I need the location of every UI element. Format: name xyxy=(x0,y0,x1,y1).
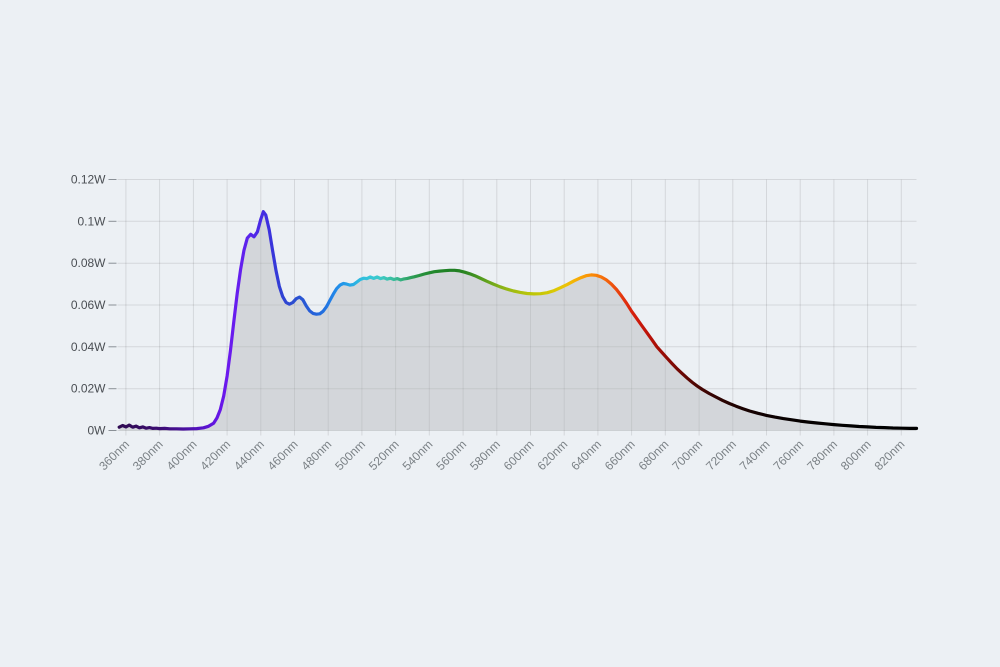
x-tick-label: 740nm xyxy=(737,437,773,473)
y-tick-label: 0.1W xyxy=(77,214,106,228)
y-tick-label: 0.04W xyxy=(71,340,106,354)
x-tick-label: 440nm xyxy=(231,437,267,473)
y-tick-label: 0.02W xyxy=(71,382,106,396)
y-tick-label: 0.08W xyxy=(71,256,106,270)
x-tick-label: 560nm xyxy=(433,437,469,473)
x-tick-label: 520nm xyxy=(366,437,402,473)
x-tick-label: 460nm xyxy=(265,437,301,473)
x-tick-label: 420nm xyxy=(197,437,233,473)
y-tick-label: 0.06W xyxy=(71,298,106,312)
x-tick-label: 580nm xyxy=(467,437,503,473)
x-tick-label: 820nm xyxy=(872,437,908,473)
y-tick-label: 0W xyxy=(88,424,107,438)
x-tick-label: 660nm xyxy=(602,437,638,473)
x-tick-label: 360nm xyxy=(96,437,132,473)
x-tick-label: 760nm xyxy=(770,437,806,473)
x-tick-label: 680nm xyxy=(636,437,672,473)
x-tick-label: 540nm xyxy=(400,437,436,473)
x-tick-label: 720nm xyxy=(703,437,739,473)
x-tick-label: 400nm xyxy=(164,437,200,473)
y-tick-label: 0.12W xyxy=(71,173,106,187)
x-tick-label: 480nm xyxy=(298,437,334,473)
x-tick-label: 620nm xyxy=(534,437,570,473)
area-fill xyxy=(119,211,917,431)
x-tick-label: 700nm xyxy=(669,437,705,473)
x-tick-label: 800nm xyxy=(838,437,874,473)
x-tick-label: 640nm xyxy=(568,437,604,473)
x-tick-label: 780nm xyxy=(804,437,840,473)
x-tick-label: 380nm xyxy=(130,437,166,473)
x-tick-label: 500nm xyxy=(332,437,368,473)
x-tick-label: 600nm xyxy=(501,437,537,473)
spectrum-line xyxy=(117,210,919,431)
